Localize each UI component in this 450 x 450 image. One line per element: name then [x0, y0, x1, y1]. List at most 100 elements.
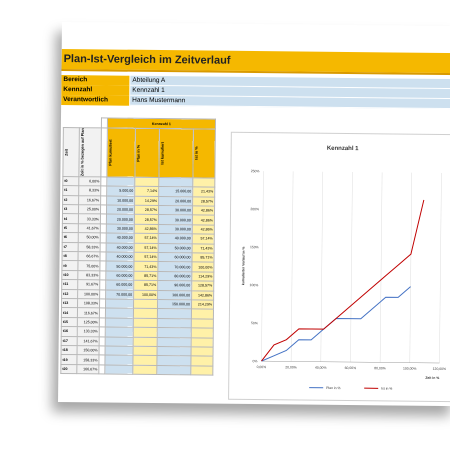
table-cell[interactable]: 20.000,00 [158, 196, 193, 206]
table-cell[interactable]: 33,33% [78, 214, 101, 224]
table-cell[interactable]: 133,33% [77, 326, 100, 337]
table-cell[interactable]: t11 [61, 279, 78, 290]
table-cell[interactable]: 8,33% [78, 185, 101, 196]
table-cell[interactable]: t10 [61, 270, 78, 280]
table-cell[interactable] [104, 355, 134, 365]
table-cell[interactable]: t7 [62, 242, 79, 252]
table-cell[interactable] [106, 176, 135, 187]
table-cell[interactable]: 30.000,00 [158, 205, 193, 216]
table-cell[interactable] [157, 308, 192, 319]
table-cell[interactable] [132, 364, 157, 375]
table-cell[interactable]: 10.000,00 [106, 195, 135, 206]
table-cell[interactable] [105, 308, 134, 319]
table-cell[interactable] [190, 356, 214, 366]
table-cell[interactable]: 42,86% [192, 224, 215, 235]
table-cell[interactable]: 57,14% [134, 242, 159, 253]
table-cell[interactable]: 158,33% [76, 354, 100, 365]
table-cell[interactable] [192, 177, 215, 188]
table-cell[interactable] [156, 365, 191, 375]
table-cell[interactable] [133, 308, 158, 319]
table-cell[interactable]: t19 [60, 354, 78, 365]
table-cell[interactable]: 85,71% [133, 280, 158, 291]
table-cell[interactable]: 5.000,00 [106, 186, 135, 196]
table-cell[interactable]: 70.000,00 [157, 261, 192, 272]
table-cell[interactable] [157, 318, 192, 329]
table-cell[interactable]: t12 [61, 289, 78, 299]
table-cell[interactable] [156, 355, 192, 366]
table-cell[interactable]: 7,14% [134, 186, 159, 197]
table-cell[interactable]: 91,67% [77, 279, 100, 290]
table-cell[interactable] [191, 328, 214, 338]
table-cell[interactable]: 85,71% [133, 271, 158, 281]
table-cell[interactable]: 25,00% [78, 204, 101, 215]
table-cell[interactable]: 80.000,00 [157, 271, 192, 282]
table-cell[interactable]: 60.000,00 [105, 270, 134, 281]
table-cell[interactable]: 21,43% [192, 187, 215, 197]
table-cell[interactable]: t20 [60, 364, 77, 374]
table-cell[interactable] [105, 345, 134, 356]
table-cell[interactable]: 16,67% [78, 195, 101, 205]
table-cell[interactable]: 28,57% [192, 196, 215, 207]
table-cell[interactable] [132, 355, 158, 366]
table-cell[interactable] [190, 365, 213, 376]
table-cell[interactable]: 40.000,00 [106, 233, 135, 243]
table-cell[interactable]: 14,29% [134, 195, 159, 206]
table-cell[interactable] [133, 346, 158, 356]
table-cell[interactable]: 71,43% [192, 243, 215, 254]
table-cell[interactable]: 30.000,00 [106, 223, 135, 234]
table-cell[interactable]: 90.000,00 [157, 280, 192, 291]
table-cell[interactable]: 150,00% [77, 345, 100, 356]
table-cell[interactable]: t14 [61, 307, 78, 318]
table-cell[interactable]: t9 [61, 260, 78, 271]
table-cell[interactable]: 114,29% [191, 271, 214, 282]
table-cell[interactable]: 66,67% [77, 251, 101, 262]
table-cell[interactable]: t5 [62, 223, 79, 233]
table-cell[interactable]: 57,14% [192, 234, 215, 244]
table-cell[interactable]: t6 [62, 232, 79, 243]
table-cell[interactable]: 41,67% [78, 223, 101, 234]
table-cell[interactable]: t1 [62, 185, 79, 196]
table-cell[interactable] [191, 318, 214, 329]
table-cell[interactable]: 57,14% [133, 252, 159, 262]
table-cell[interactable]: t17 [61, 336, 78, 346]
table-cell[interactable] [105, 298, 134, 309]
table-cell[interactable]: 75,00% [77, 261, 100, 271]
table-cell[interactable]: 214,29% [191, 299, 214, 310]
table-cell[interactable]: 40.000,00 [106, 242, 135, 253]
table-cell[interactable] [191, 309, 214, 319]
table-cell[interactable]: 100,00% [191, 262, 214, 272]
table-cell[interactable]: t16 [61, 326, 78, 337]
table-cell[interactable]: 128,57% [191, 281, 214, 291]
table-cell[interactable]: t18 [61, 345, 78, 355]
table-cell[interactable]: 141,67% [77, 336, 100, 346]
table-cell[interactable] [134, 177, 159, 187]
table-cell[interactable]: 150.000,00 [157, 299, 192, 310]
table-cell[interactable]: 50.000,00 [158, 243, 193, 253]
table-cell[interactable]: 60.000,00 [157, 252, 193, 263]
table-cell[interactable]: 28,57% [134, 214, 159, 225]
table-cell[interactable] [191, 337, 214, 348]
table-cell[interactable] [133, 318, 158, 328]
table-cell[interactable]: 108,33% [77, 298, 100, 309]
table-cell[interactable]: 28,57% [134, 205, 159, 215]
table-cell[interactable]: 30.000,00 [158, 224, 193, 235]
table-cell[interactable]: t15 [61, 317, 78, 327]
table-cell[interactable]: 42,86% [134, 224, 159, 234]
table-cell[interactable]: 70.000,00 [105, 289, 134, 300]
table-cell[interactable] [104, 364, 133, 375]
table-cell[interactable]: 100,00% [133, 289, 158, 300]
table-cell[interactable]: 20.000,00 [106, 205, 135, 215]
table-cell[interactable]: 57,14% [134, 233, 159, 244]
table-cell[interactable]: t2 [62, 195, 79, 205]
table-cell[interactable]: 58,33% [78, 242, 101, 252]
table-cell[interactable] [105, 327, 134, 337]
table-cell[interactable]: t8 [61, 251, 79, 262]
table-cell[interactable]: t13 [61, 298, 78, 309]
table-cell[interactable]: 40.000,00 [105, 251, 135, 262]
table-cell[interactable]: 42,86% [192, 215, 215, 225]
meta-value[interactable]: Hans Mustermann [130, 95, 450, 110]
table-cell[interactable]: 100,00% [77, 289, 100, 299]
table-cell[interactable]: 166,67% [76, 364, 99, 374]
table-cell[interactable]: 142,86% [191, 290, 214, 301]
table-cell[interactable]: 0,00% [78, 176, 101, 187]
